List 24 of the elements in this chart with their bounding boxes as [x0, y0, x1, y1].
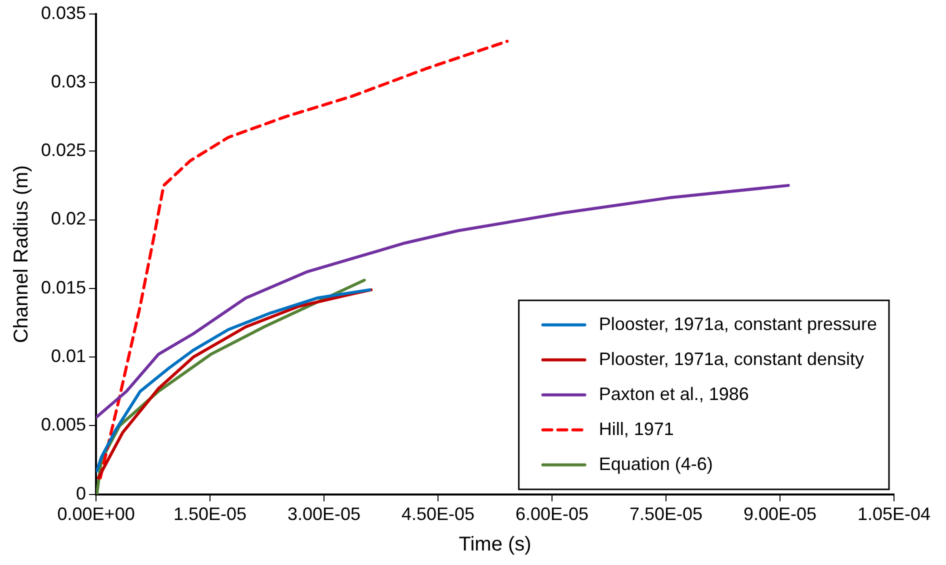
y-tick-label: 0.015 [40, 277, 86, 298]
x-tick-label: 3.00E-05 [288, 504, 361, 524]
y-tick-label: 0 [76, 483, 86, 504]
legend-label: Plooster, 1971a, constant pressure [598, 314, 878, 334]
legend-label: Equation (4-6) [598, 454, 713, 474]
x-tick-label: 4.50E-05 [401, 504, 475, 524]
y-tick-label: 0.005 [40, 414, 86, 435]
y-tick-label: 0.025 [40, 140, 86, 160]
y-tick-label: 0.035 [40, 2, 86, 23]
x-tick-label: 0.00E+00 [57, 504, 135, 524]
line-series [98, 40, 509, 480]
x-tick-label: 9.00E-05 [743, 504, 817, 524]
x-tick-label: 7.50E-05 [629, 504, 703, 524]
x-tick-label: 1.50E-05 [174, 504, 247, 524]
y-axis-title: Channel Radius (m) [10, 165, 33, 344]
legend-label: Paxton et al., 1986 [598, 384, 749, 404]
x-tick-label: 1.05E-04 [857, 504, 931, 524]
legend-label: Plooster, 1971a, constant density [598, 348, 864, 369]
y-tick-label: 0.02 [50, 208, 86, 229]
y-tick-label: 0.01 [50, 346, 86, 366]
x-tick-label: 6.00E-05 [515, 504, 589, 524]
x-axis-title: Time (s) [458, 534, 532, 556]
y-tick-label: 0.03 [50, 71, 86, 92]
legend-label: Hill, 1971 [598, 418, 674, 439]
